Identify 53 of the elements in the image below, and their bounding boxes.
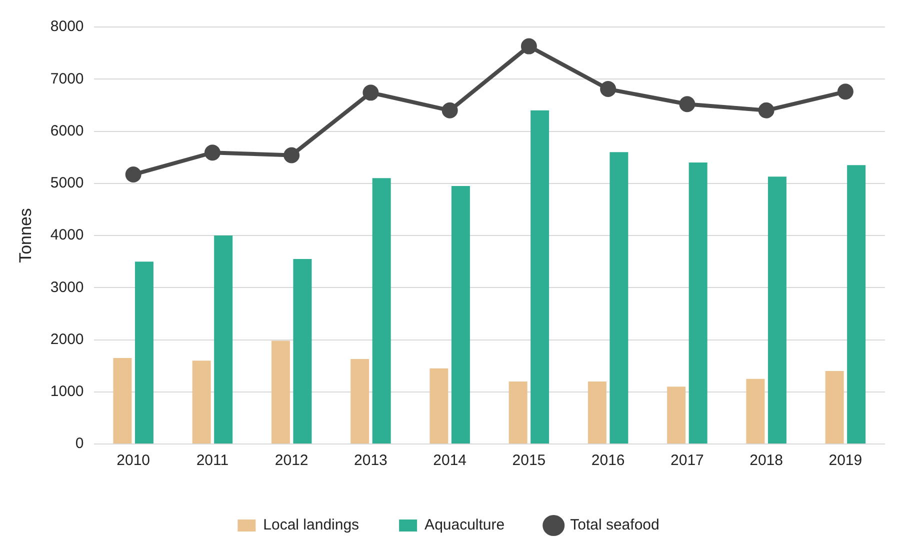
bar xyxy=(451,186,470,444)
bar xyxy=(825,371,844,444)
point xyxy=(125,166,142,183)
point xyxy=(204,144,220,161)
bar xyxy=(667,386,686,444)
y-axis-title: Tonnes xyxy=(16,208,35,263)
bar xyxy=(508,381,528,444)
bar xyxy=(530,110,550,444)
bar xyxy=(746,378,765,444)
x-tick-label: 2012 xyxy=(274,452,308,470)
legend-label: Local landings xyxy=(263,516,360,534)
legend-label: Total seafood xyxy=(570,516,660,534)
point xyxy=(758,102,774,118)
y-tick-label: 5000 xyxy=(50,174,84,192)
bar xyxy=(372,178,391,444)
point xyxy=(600,81,616,98)
x-tick-label: 2014 xyxy=(433,452,467,470)
y-tick-label: 7000 xyxy=(50,70,84,88)
x-tick-label: 2018 xyxy=(750,452,784,470)
point xyxy=(362,84,379,101)
point xyxy=(284,147,300,164)
point xyxy=(520,38,537,54)
bar xyxy=(192,360,211,444)
bar xyxy=(271,340,290,444)
x-tick-label: 2019 xyxy=(828,452,862,470)
y-tick-label: 2000 xyxy=(50,330,84,348)
bar xyxy=(430,368,448,444)
y-tick-label: 1000 xyxy=(50,383,84,400)
x-tick-label: 2011 xyxy=(196,452,229,470)
y-tick-label: 0 xyxy=(75,435,84,452)
bar xyxy=(847,165,866,444)
point xyxy=(679,96,696,112)
x-tick-label: 2015 xyxy=(512,452,546,470)
bar xyxy=(688,162,708,444)
bar xyxy=(113,358,132,444)
point xyxy=(837,84,854,100)
bar xyxy=(768,176,786,444)
y-tick-label: 3000 xyxy=(50,278,84,296)
legend-label: Aquaculture xyxy=(424,516,505,534)
y-tick-label: 6000 xyxy=(50,122,84,140)
x-tick-label: 2013 xyxy=(354,452,388,470)
bar xyxy=(134,262,154,444)
y-tick-label: 4000 xyxy=(50,226,84,244)
bar xyxy=(293,258,312,444)
x-tick-label: 2017 xyxy=(670,452,704,470)
x-tick-label: 2016 xyxy=(591,452,625,470)
bar xyxy=(610,152,628,444)
bar xyxy=(588,381,606,444)
bar xyxy=(350,359,370,444)
point xyxy=(442,102,458,118)
y-tick-label: 8000 xyxy=(50,18,84,36)
bar xyxy=(214,236,233,444)
x-tick-label: 2010 xyxy=(116,452,150,470)
